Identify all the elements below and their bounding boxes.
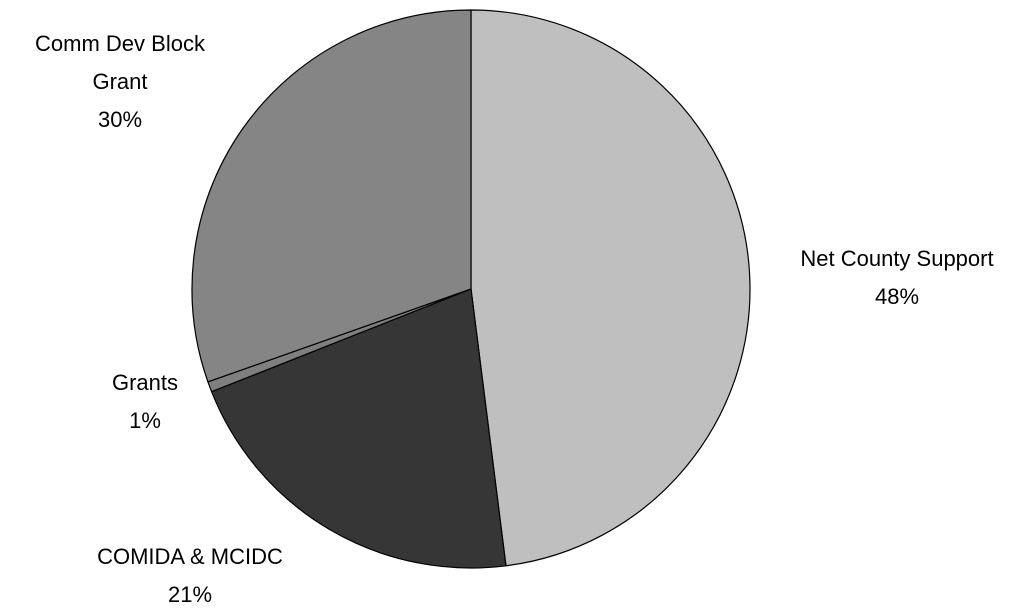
pie-slices bbox=[191, 9, 751, 569]
pie-labels: Net County Support 48% COMIDA & MCIDC 21… bbox=[35, 31, 994, 607]
pie-slice-comm-dev-block-grant bbox=[191, 9, 472, 383]
slice-label-comida-mcidc: COMIDA & MCIDC bbox=[97, 544, 283, 569]
slice-label-net-county-support: Net County Support bbox=[800, 246, 993, 271]
slice-label-grants: Grants bbox=[112, 370, 178, 395]
pie-slice-net-county-support bbox=[470, 9, 751, 567]
slice-percent-net-county-support: 48% bbox=[875, 284, 919, 309]
pie-slice-comida-mcidc bbox=[210, 288, 507, 569]
slice-percent-comida-mcidc: 21% bbox=[168, 582, 212, 607]
slice-percent-comm-dev-block-grant: 30% bbox=[98, 107, 142, 132]
slice-label-comm-dev-block-grant-line2: Grant bbox=[92, 69, 147, 94]
slice-percent-grants: 1% bbox=[129, 408, 161, 433]
slice-label-comm-dev-block-grant-line1: Comm Dev Block bbox=[35, 31, 206, 56]
